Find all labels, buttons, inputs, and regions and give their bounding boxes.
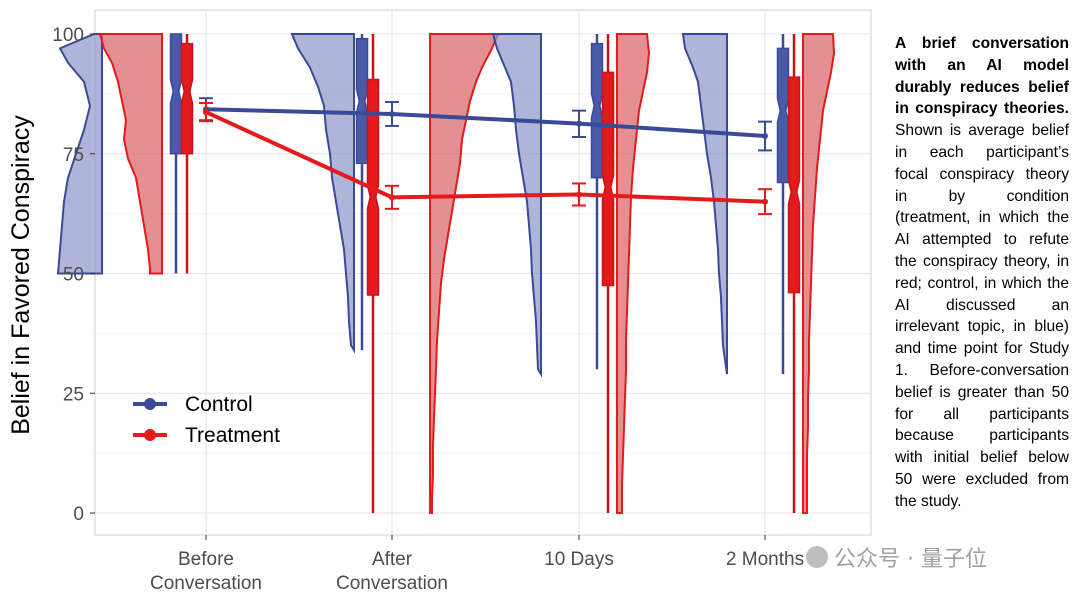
wechat-icon: [806, 546, 828, 568]
legend-key-point: [144, 429, 156, 441]
violin-treatment-before: [98, 33, 163, 275]
x-tick-label: 10 Days: [544, 549, 614, 570]
y-tick-label: 50: [63, 265, 84, 286]
mean-point: [576, 120, 582, 127]
box-body: [787, 76, 801, 294]
y-tick-label: 25: [63, 384, 84, 405]
mean-point: [762, 198, 768, 205]
mean-line-control: [205, 107, 766, 139]
violin-treatment: [616, 33, 651, 514]
x-tick-label: Before: [178, 549, 234, 570]
box-body: [601, 71, 615, 287]
y-tick-label: 100: [52, 25, 84, 46]
x-axis-ticks: Before Conversation After Conversation 10 Da…: [150, 535, 804, 594]
x-tick-label: Conversation: [336, 573, 448, 594]
chart: 0 25 50 75 100 Before Conversation After Conver…: [7, 9, 872, 594]
legend-key-point: [144, 398, 156, 410]
box-body: [169, 33, 183, 155]
mean-point: [576, 191, 582, 198]
legend-label-control: Control: [185, 393, 253, 416]
plot-panel: [94, 9, 872, 536]
figure-caption: A brief conversation with an AI model du…: [895, 33, 1069, 513]
caption-title: A brief conversation with an AI model du…: [895, 35, 1069, 118]
y-axis-ticks: 0 25 50 75 100: [52, 25, 95, 525]
mean-point: [762, 133, 768, 140]
violin-treatment: [802, 33, 836, 514]
x-tick-label: 2 Months: [726, 549, 804, 570]
mean-point: [203, 109, 209, 116]
mean-point: [389, 110, 395, 117]
watermark-text: 公众号 · 量子位: [834, 547, 987, 572]
y-axis-label: Belief in Favored Conspiracy: [7, 115, 35, 435]
legend: Control Treatment: [133, 393, 280, 447]
mean-point: [389, 194, 395, 201]
box-body: [590, 42, 604, 179]
boxplot-treatment: [180, 34, 194, 274]
x-tick-label: After: [372, 549, 413, 570]
y-tick-label: 75: [63, 145, 84, 166]
violin-control-before: [56, 33, 103, 275]
box-body: [180, 42, 194, 155]
watermark: 公众号 · 量子位: [806, 540, 987, 574]
boxplot-treatment: [787, 34, 801, 513]
caption-text: Shown is average belief in each particip…: [895, 122, 1069, 510]
y-tick-label: 0: [73, 504, 84, 525]
x-tick-label: Conversation: [150, 573, 262, 594]
violin-control: [681, 33, 728, 375]
violin-treatment: [429, 33, 500, 514]
legend-label-treatment: Treatment: [185, 424, 280, 447]
mean-line-treatment: [205, 110, 766, 204]
mean-lines: [199, 97, 772, 216]
box-body: [776, 47, 790, 184]
